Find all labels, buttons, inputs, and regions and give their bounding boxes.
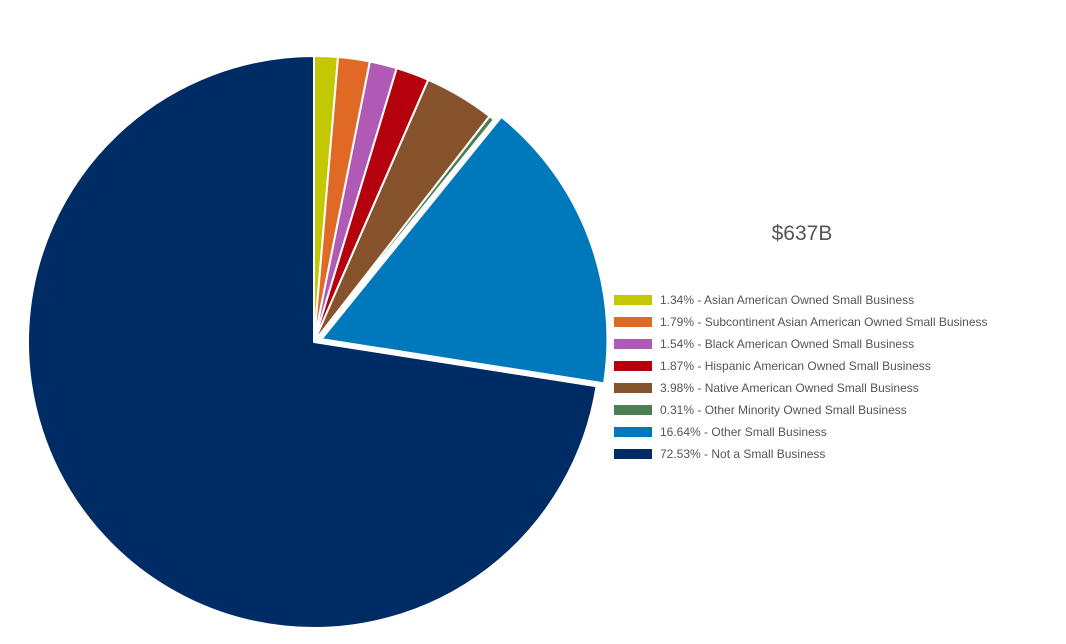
chart-legend: 1.34% - Asian American Owned Small Busin… bbox=[614, 289, 988, 465]
pie-slice-6[interactable] bbox=[320, 115, 609, 385]
legend-item-1[interactable]: 1.79% - Subcontinent Asian American Owne… bbox=[614, 311, 988, 333]
legend-swatch-3 bbox=[614, 361, 652, 371]
legend-label-0: 1.34% - Asian American Owned Small Busin… bbox=[660, 293, 915, 307]
legend-swatch-6 bbox=[614, 427, 652, 437]
legend-item-0[interactable]: 1.34% - Asian American Owned Small Busin… bbox=[614, 289, 988, 311]
legend-item-6[interactable]: 16.64% - Other Small Business bbox=[614, 421, 988, 443]
legend-swatch-2 bbox=[614, 339, 652, 349]
legend-swatch-0 bbox=[614, 295, 652, 305]
legend-swatch-7 bbox=[614, 449, 652, 459]
legend-item-7[interactable]: 72.53% - Not a Small Business bbox=[614, 443, 988, 465]
legend-label-3: 1.87% - Hispanic American Owned Small Bu… bbox=[660, 359, 931, 373]
legend-swatch-4 bbox=[614, 383, 652, 393]
legend-label-7: 72.53% - Not a Small Business bbox=[660, 447, 826, 461]
pie-chart bbox=[27, 55, 609, 629]
legend-label-4: 3.98% - Native American Owned Small Busi… bbox=[660, 381, 919, 395]
chart-total: $637B bbox=[771, 222, 833, 245]
legend-label-1: 1.79% - Subcontinent Asian American Owne… bbox=[660, 315, 988, 329]
legend-swatch-5 bbox=[614, 405, 652, 415]
legend-item-2[interactable]: 1.54% - Black American Owned Small Busin… bbox=[614, 333, 988, 355]
legend-item-3[interactable]: 1.87% - Hispanic American Owned Small Bu… bbox=[614, 355, 988, 377]
legend-item-5[interactable]: 0.31% - Other Minority Owned Small Busin… bbox=[614, 399, 988, 421]
pie-slice-7[interactable] bbox=[27, 55, 598, 629]
pie-slice-5[interactable] bbox=[313, 115, 495, 343]
legend-label-2: 1.54% - Black American Owned Small Busin… bbox=[660, 337, 915, 351]
legend-swatch-1 bbox=[614, 317, 652, 327]
legend-item-4[interactable]: 3.98% - Native American Owned Small Busi… bbox=[614, 377, 988, 399]
legend-label-6: 16.64% - Other Small Business bbox=[660, 425, 827, 439]
legend-label-5: 0.31% - Other Minority Owned Small Busin… bbox=[660, 403, 907, 417]
